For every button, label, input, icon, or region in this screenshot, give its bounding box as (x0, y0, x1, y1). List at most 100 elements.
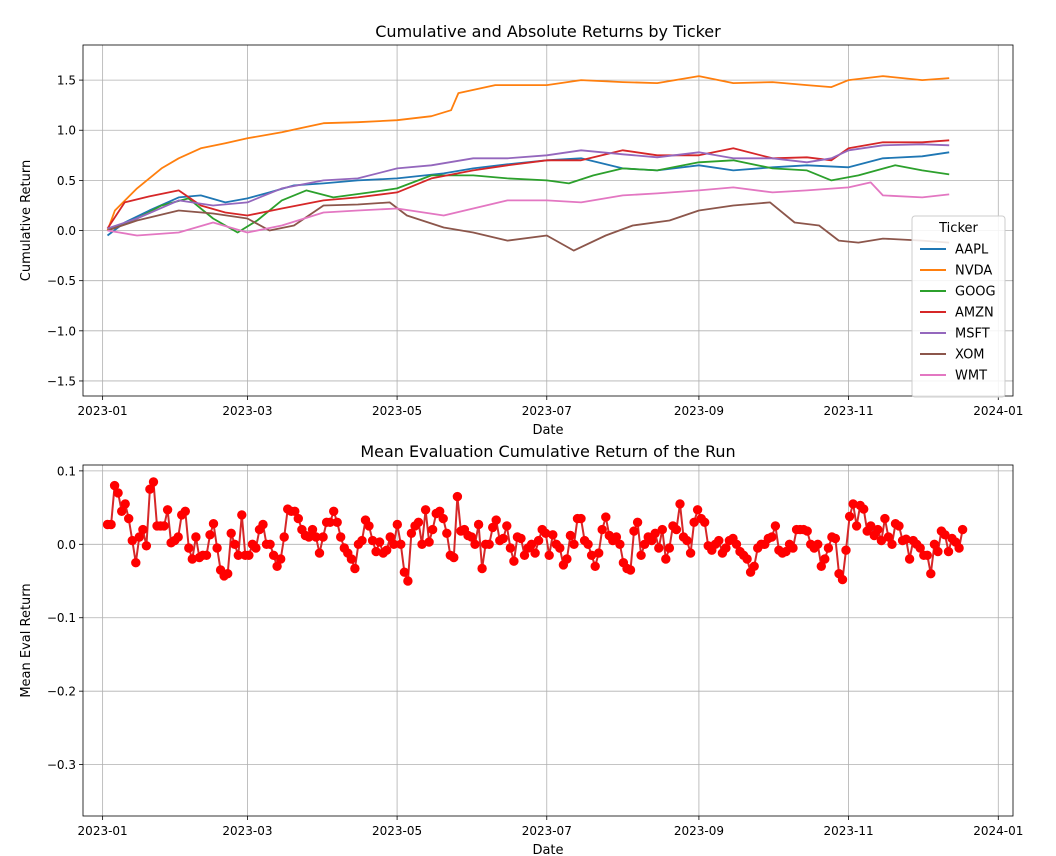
mean-eval-return-point (212, 543, 222, 553)
mean-eval-return-point (597, 524, 607, 535)
mean-eval-return-y-tick-label: −0.2 (47, 685, 76, 699)
mean-eval-return-point (742, 554, 752, 564)
mean-eval-return-x-axis-label: Date (532, 843, 563, 856)
mean-eval-return-point (498, 533, 508, 544)
mean-eval-return-point (251, 543, 261, 553)
mean-eval-return-point (237, 510, 247, 520)
mean-eval-return-point (470, 539, 480, 549)
mean-eval-return-point (403, 576, 413, 586)
mean-eval-return-point (502, 521, 512, 531)
mean-eval-return-point (276, 554, 286, 564)
mean-eval-return-point (406, 528, 417, 538)
ticker-legend: Ticker AAPL NVDA GOOG AMZN MSFT XOM WMT (911, 215, 1006, 398)
mean-eval-return-point (841, 545, 851, 555)
mean-eval-return-point (625, 565, 636, 575)
mean-eval-return-point (120, 499, 130, 509)
cumulative-returns-y-tick-label: 0.0 (57, 224, 76, 238)
mean-eval-return-point (629, 526, 639, 536)
mean-eval-return-point (134, 532, 145, 542)
mean-eval-return-point (657, 524, 667, 535)
mean-eval-return-point (664, 543, 675, 553)
legend-label-wmt: WMT (955, 369, 987, 384)
cumulative-returns-axes-frame (82, 44, 1014, 397)
legend-label-goog: GOOG (955, 285, 996, 300)
series-line-msft (107, 143, 950, 230)
mean-eval-return-point (106, 519, 116, 530)
mean-eval-return-point (802, 526, 812, 536)
mean-eval-return-point (138, 524, 148, 535)
mean-eval-return-point (654, 543, 664, 553)
mean-eval-return-point (590, 561, 600, 571)
mean-eval-return-point (505, 543, 516, 553)
series-line-aapl (106, 151, 950, 237)
mean-eval-return-point (258, 519, 268, 530)
mean-eval-return-x-tick-label: 2023-01 (78, 824, 128, 838)
mean-eval-return-y-tick-label: −0.1 (47, 611, 76, 625)
mean-eval-return-point (569, 539, 579, 549)
mean-eval-return-point (382, 545, 392, 555)
mean-eval-return-y-tick-label: 0.0 (57, 538, 76, 552)
mean-eval-return-point (562, 554, 572, 564)
mean-eval-return-point (159, 521, 169, 531)
mean-eval-return-x-tick-label: 2023-05 (372, 824, 422, 838)
mean-eval-return-point (477, 563, 487, 574)
mean-eval-return-point (223, 569, 233, 579)
mean-eval-return-point (226, 528, 236, 538)
legend-label-aapl: AAPL (955, 243, 989, 258)
mean-eval-return-point (131, 558, 141, 568)
series-line-wmt (107, 181, 950, 237)
mean-eval-return-point (279, 532, 289, 542)
mean-eval-return-point (583, 539, 593, 549)
mean-eval-return-point (880, 513, 890, 524)
mean-eval-return-point (272, 561, 282, 571)
mean-eval-return-point (399, 567, 410, 577)
mean-eval-return-axes-frame (82, 464, 1014, 817)
cumulative-returns-x-tick-label: 2023-07 (522, 404, 572, 418)
cumulative-returns-y-tick-label: −1.5 (47, 374, 76, 388)
cumulative-returns-series (106, 75, 950, 252)
mean-eval-return-point (201, 550, 212, 560)
mean-eval-return-point (548, 530, 558, 540)
mean-eval-return-point (954, 543, 964, 553)
mean-eval-return-x-tick-label: 2023-09 (674, 824, 724, 838)
mean-eval-return-point (374, 537, 385, 547)
mean-eval-return-x-tick-label: 2023-07 (522, 824, 572, 838)
legend-label-xom: XOM (955, 348, 985, 363)
series-line-xom (107, 201, 950, 252)
mean-eval-return-point (788, 543, 798, 553)
cumulative-returns-x-tick-label: 2023-05 (372, 404, 422, 418)
mean-eval-return-point (749, 561, 759, 571)
mean-eval-return-point (307, 524, 318, 535)
mean-eval-return-point (509, 556, 519, 566)
mean-eval-return-point (933, 546, 943, 557)
mean-eval-return-point (113, 488, 123, 498)
mean-eval-return-point (555, 543, 565, 553)
mean-eval-return-point (473, 519, 484, 530)
mean-eval-return-point (244, 550, 254, 560)
mean-eval-return-y-tick-label: −0.3 (47, 758, 76, 772)
mean-eval-return-point (639, 539, 650, 549)
mean-eval-return-point (230, 539, 240, 549)
mean-eval-return-point (926, 569, 936, 579)
cumulative-returns-title: Cumulative and Absolute Returns by Ticke… (375, 22, 721, 41)
cumulative-returns-y-axis-label: Cumulative Return (19, 160, 34, 281)
legend-label-nvda: NVDA (955, 264, 992, 279)
mean-eval-return-point (692, 505, 703, 515)
mean-eval-return-point (484, 539, 494, 549)
mean-eval-return-point (883, 532, 894, 542)
mean-eval-return-point (396, 539, 406, 549)
mean-eval-return-y-axis-label: Mean Eval Return (19, 583, 34, 697)
mean-eval-return-point (162, 505, 173, 515)
mean-eval-return-point (491, 515, 501, 525)
mean-eval-return-point (615, 539, 625, 549)
mean-eval-return-point (601, 512, 611, 522)
mean-eval-return-point (413, 517, 424, 527)
mean-eval-return-point (336, 532, 346, 542)
mean-eval-return-point (357, 535, 367, 546)
mean-eval-return-point (314, 548, 325, 558)
mean-eval-return-point (675, 499, 685, 509)
mean-eval-return-point (208, 519, 219, 529)
mean-eval-return-point (859, 504, 869, 514)
cumulative-returns-x-tick-label: 2023-03 (222, 404, 272, 418)
